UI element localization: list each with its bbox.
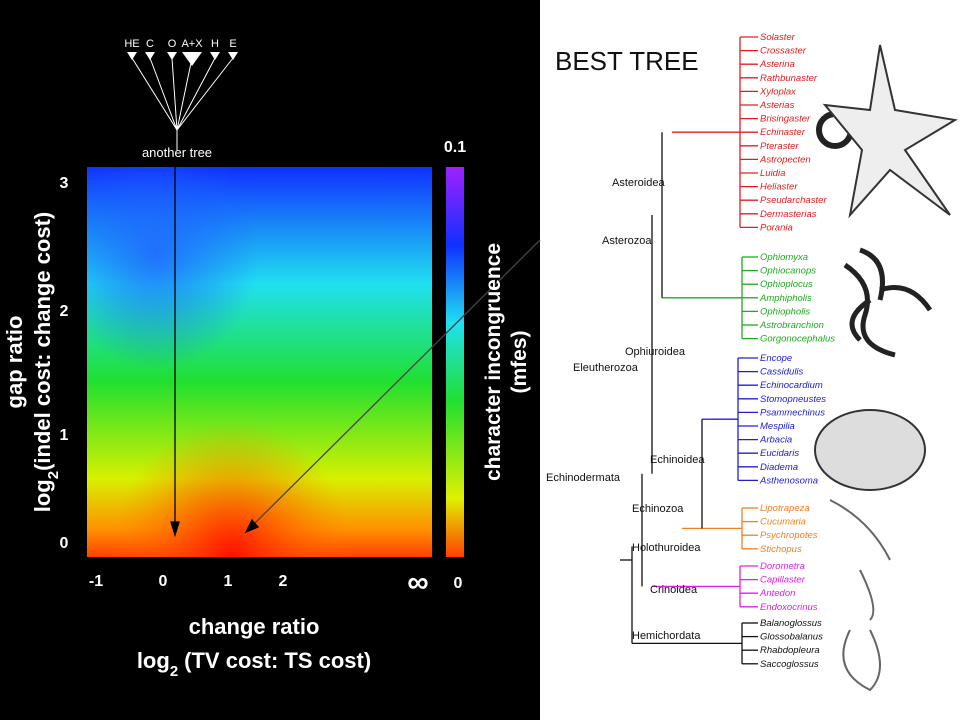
mini-tree-label: O xyxy=(168,38,177,50)
taxon-label: Pteraster xyxy=(760,141,799,152)
clade-label: Echinodermata xyxy=(546,472,621,484)
taxon-label: Stichopus xyxy=(760,544,802,555)
taxon-label: Cassidulis xyxy=(760,367,804,378)
mini-tree-label: E xyxy=(229,38,236,50)
mini-tree-caption: another tree xyxy=(142,145,212,160)
y-tick-label: 2 xyxy=(60,303,69,320)
clade-label: Holothuroidea xyxy=(632,542,701,554)
taxon-label: Gorgonocephalus xyxy=(760,334,835,345)
clade-label: Crinoidea xyxy=(650,584,698,596)
taxon-label: Heliaster xyxy=(760,182,798,193)
log-base: 2 xyxy=(45,471,62,479)
taxon-label: Asterina xyxy=(759,59,795,70)
taxon-label: Luidia xyxy=(760,168,785,179)
mini-tree xyxy=(131,57,234,150)
mini-tree-tips xyxy=(127,52,238,66)
taxon-label: Stomopneustes xyxy=(760,394,826,405)
clade-label: Ophiuroidea xyxy=(625,346,686,358)
taxon-label: Psammechinus xyxy=(760,407,825,418)
heatmap-red-zone xyxy=(87,167,432,557)
illustrations xyxy=(814,44,958,692)
y-axis-title: gap ratio xyxy=(2,316,27,409)
clade-label: Eleutherozoa xyxy=(573,362,639,374)
taxon-label: Astrobranchion xyxy=(759,320,824,331)
taxon-label: Rathbunaster xyxy=(760,73,818,84)
mini-tree-label: A+X xyxy=(181,38,203,50)
y-tick-label: 1 xyxy=(60,427,69,444)
y-tick-label: 0 xyxy=(60,535,69,552)
colorbar-min: 0 xyxy=(454,575,463,592)
taxon-label: Endoxocrinus xyxy=(760,602,818,613)
taxon-label: Ophioplocus xyxy=(760,279,813,290)
taxon-label: Xyloplax xyxy=(759,86,797,97)
log-text: log xyxy=(30,479,55,512)
clade-label: Echinoidea xyxy=(650,454,705,466)
taxon-label: Dermasterias xyxy=(760,209,817,220)
taxon-label: Asterias xyxy=(759,100,795,111)
x-axis-title: change ratio xyxy=(189,614,320,639)
x-tick-label: 1 xyxy=(224,573,233,590)
log-text: log xyxy=(137,648,170,673)
taxon-label: Glossobalanus xyxy=(760,632,823,643)
mini-tree-label: C xyxy=(146,38,154,50)
taxon-label: Ophiocanops xyxy=(760,266,816,277)
x-tick-label: ∞ xyxy=(407,566,428,599)
taxon-label: Psychropotes xyxy=(760,530,818,541)
taxon-label: Lipotrapeza xyxy=(760,503,810,514)
taxon-label: Ophiomyxa xyxy=(760,252,808,263)
taxon-label: Crossaster xyxy=(760,46,807,57)
arrows xyxy=(170,160,541,538)
taxon-label: Asthenosoma xyxy=(759,475,818,486)
clade-label: Asterozoa xyxy=(602,235,652,247)
clade-label: Echinozoa xyxy=(632,503,684,515)
log-base: 2 xyxy=(170,663,178,680)
log-argument: (TV cost: TS cost) xyxy=(184,648,371,673)
clade-label: Asteroidea xyxy=(612,177,665,189)
x-axis-subtitle: log2 (TV cost: TS cost) xyxy=(137,648,371,680)
tree-branches xyxy=(620,36,758,665)
taxon-label: Porania xyxy=(760,222,793,233)
taxon-label: Amphipholis xyxy=(759,293,812,304)
taxon-label: Eucidaris xyxy=(760,448,799,459)
tree-title: BEST TREE xyxy=(555,46,699,76)
y-tick-label: 3 xyxy=(60,175,69,192)
mini-tree-label: HE xyxy=(124,38,139,50)
taxon-label: Diadema xyxy=(760,462,798,473)
y-axis-subtitle: log2(indel cost: change cost) xyxy=(30,212,62,513)
taxon-label: Cucumaria xyxy=(760,517,806,528)
mini-tree-label: H xyxy=(211,38,219,50)
taxon-label: Ophiopholis xyxy=(760,306,810,317)
taxon-label: Mespilia xyxy=(760,421,795,432)
x-tick-label: 0 xyxy=(159,573,168,590)
colorbar-title: character incongruence xyxy=(482,243,505,481)
taxon-label: Echinaster xyxy=(760,127,806,138)
taxon-label: Saccoglossus xyxy=(760,659,819,670)
right-panel xyxy=(540,0,960,720)
clade-label: Hemichordata xyxy=(632,630,701,642)
taxon-label: Arbacia xyxy=(759,435,792,446)
colorbar xyxy=(446,167,464,557)
taxon-label: Balanoglossus xyxy=(760,618,822,629)
taxon-label: Dorometra xyxy=(760,561,805,572)
taxon-label: Astropecten xyxy=(759,154,811,165)
colorbar-unit: (mfes) xyxy=(508,330,531,393)
log-argument: (indel cost: change cost) xyxy=(30,212,55,471)
colorbar-max: 0.1 xyxy=(444,139,466,156)
taxon-label: Solaster xyxy=(760,32,796,43)
x-tick-label: -1 xyxy=(89,573,103,590)
taxon-label: Brisingaster xyxy=(760,114,811,125)
taxon-label: Rhabdopleura xyxy=(760,645,820,656)
taxon-label: Antedon xyxy=(759,588,795,599)
taxon-label: Capillaster xyxy=(760,575,806,586)
taxon-label: Encope xyxy=(760,353,792,364)
taxon-label: Echinocardium xyxy=(760,380,823,391)
taxon-label: Pseudarchaster xyxy=(760,195,827,206)
x-tick-label: 2 xyxy=(279,573,288,590)
